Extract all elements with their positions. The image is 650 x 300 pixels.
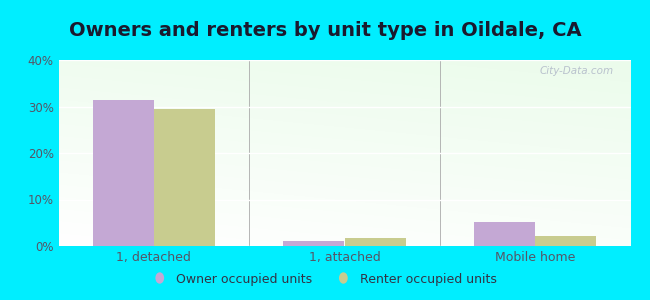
Bar [535,236,596,246]
Text: City-Data.com: City-Data.com [540,66,614,76]
Bar [474,222,535,246]
Bar [93,100,154,246]
Bar [283,241,344,246]
Text: Owners and renters by unit type in Oildale, CA: Owners and renters by unit type in Oilda… [69,21,581,40]
Bar [154,109,215,246]
Legend: Owner occupied units, Renter occupied units: Owner occupied units, Renter occupied un… [148,268,502,291]
Bar [344,238,406,246]
